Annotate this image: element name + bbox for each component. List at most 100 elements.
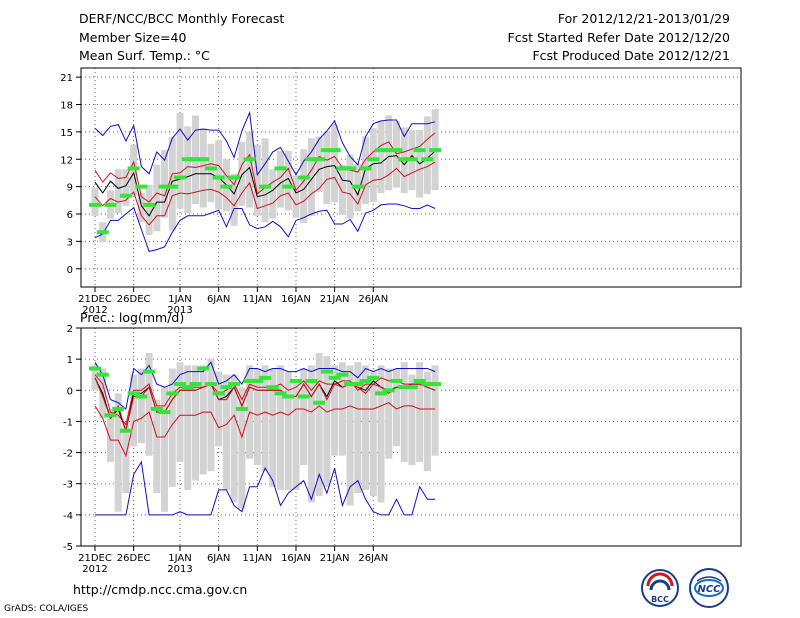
observed-marker (429, 148, 442, 153)
observed-marker (243, 157, 256, 162)
x-tick-label: 6JAN (207, 553, 230, 564)
x-year-label: 2012 (82, 305, 107, 316)
observed-marker (282, 184, 295, 189)
y-tick-label: 3 (67, 237, 73, 248)
observed-marker (359, 378, 372, 383)
observed-marker (150, 406, 163, 411)
observed-marker (189, 382, 202, 387)
observed-marker (197, 157, 210, 162)
x-tick-label: 1JAN (168, 553, 191, 564)
series-line-mean (94, 150, 436, 217)
observed-marker (297, 175, 310, 180)
x-tick-label: 21DEC (78, 553, 112, 564)
ensemble-box (385, 368, 393, 459)
series-line-p10 (94, 402, 436, 458)
observed-marker (158, 184, 171, 189)
y-tick-label: 0 (67, 386, 73, 397)
observed-marker (359, 166, 372, 171)
observed-marker (405, 385, 418, 390)
ensemble-box (300, 149, 308, 224)
observed-marker (181, 385, 194, 390)
ensemble-box (184, 126, 192, 214)
ensemble-box (377, 365, 385, 503)
ensemble-box (323, 131, 331, 204)
ensemble-box (184, 365, 192, 490)
ensemble-box (145, 184, 153, 235)
observed-marker (390, 378, 403, 383)
observed-marker (212, 175, 225, 180)
x-tick-label: 1JAN (168, 294, 191, 305)
ensemble-box (284, 151, 292, 211)
observed-marker (174, 382, 187, 387)
forecast-period: For 2012/12/21-2013/01/29 (557, 11, 730, 26)
ensemble-box (145, 352, 153, 456)
ensemble-box (137, 368, 145, 444)
ensemble-box (114, 393, 122, 512)
observed-marker (398, 157, 411, 162)
observed-marker (119, 193, 132, 198)
observed-marker (382, 388, 395, 393)
y-tick-label: -4 (63, 511, 73, 522)
ensemble-box (416, 362, 424, 462)
website-link[interactable]: http://cmdp.ncc.cma.gov.cn (73, 582, 248, 597)
ensemble-box (307, 365, 315, 503)
observed-marker (166, 391, 179, 396)
refer-date: Fcst Started Refer Date 2012/12/20 (507, 30, 731, 45)
ensemble-box (354, 362, 362, 494)
y-tick-label: 21 (60, 73, 73, 84)
ensemble-box (400, 362, 408, 462)
observed-marker (320, 148, 333, 153)
observed-marker (351, 184, 364, 189)
ensemble-box (222, 374, 230, 490)
x-tick-label: 21DEC (78, 294, 112, 305)
ensemble-box (130, 374, 138, 447)
ensemble-box (331, 124, 339, 203)
ensemble-box (346, 154, 354, 219)
ensemble-box (261, 365, 269, 472)
bcc-logo: BCC (641, 569, 679, 607)
ensemble-box (230, 173, 238, 226)
series-line-mean2 (94, 377, 436, 433)
observed-marker (135, 184, 148, 189)
observed-marker (344, 382, 357, 387)
x-tick-label: 21JAN (320, 553, 350, 564)
ensemble-box (246, 131, 254, 208)
x-tick-label: 11JAN (242, 553, 272, 564)
observed-marker (336, 372, 349, 377)
ensemble-box (168, 368, 176, 487)
produced-date: Fcst Produced Date 2012/12/21 (532, 48, 730, 63)
ensemble-box (362, 365, 370, 490)
y-tick-label: -3 (63, 480, 73, 491)
ensemble-box (331, 365, 339, 456)
observed-marker (189, 157, 202, 162)
observed-marker (429, 382, 442, 387)
observed-marker (398, 385, 411, 390)
observed-marker (220, 184, 233, 189)
observed-marker (212, 391, 225, 396)
ensemble-box (315, 352, 323, 497)
chart-panel-1: 0 3 6 9 12 15 18 21 21DEC 26DEC 1JAN 6JAN 11JAN 16JAN… (60, 67, 742, 316)
x-tick-label: 26JAN (358, 553, 388, 564)
ensemble-box (292, 175, 300, 218)
series-line-min (95, 460, 436, 516)
observed-marker (274, 391, 287, 396)
ensemble-box (423, 371, 431, 472)
observed-marker (96, 372, 109, 377)
plot-frame (80, 327, 742, 547)
y-tick-label: -5 (63, 542, 73, 553)
observed-marker (174, 175, 187, 180)
ensemble-box (215, 140, 223, 210)
chart-title: DERF/NCC/BCC Monthly Forecast (79, 11, 285, 26)
ensemble-box (153, 164, 161, 232)
ensemble-box (161, 387, 169, 512)
ensemble-box (377, 120, 385, 194)
observed-marker (351, 382, 364, 387)
observed-marker (119, 428, 132, 433)
observed-marker (328, 375, 341, 380)
ensemble-box (253, 368, 261, 466)
observed-marker (328, 148, 341, 153)
observed-marker (382, 148, 395, 153)
x-tick-label: 6JAN (207, 294, 230, 305)
y-tick-label: 12 (60, 155, 73, 166)
bcc-logo-text: BCC (651, 595, 669, 604)
